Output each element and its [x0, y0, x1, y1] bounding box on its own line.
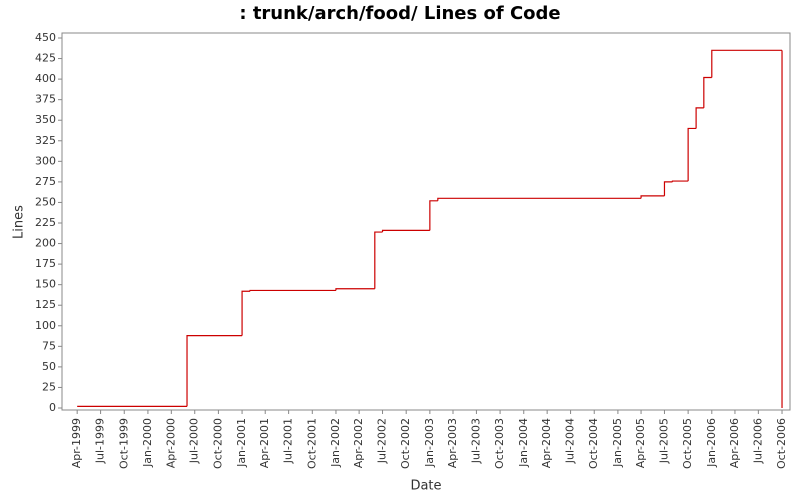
- y-axis-label: Lines: [12, 205, 27, 239]
- step-segment: [241, 290, 251, 336]
- x-tick-label: Oct-2003: [493, 418, 506, 469]
- y-tick-label: 200: [35, 237, 56, 250]
- step-segment: [703, 76, 712, 108]
- y-tick-label: 25: [42, 380, 56, 393]
- x-tick-label: Oct-2004: [587, 418, 600, 469]
- x-tick-label: Apr-2002: [352, 418, 365, 468]
- step-segment: [437, 197, 642, 201]
- x-tick-label: Oct-2002: [399, 418, 412, 469]
- x-tick-label: Jul-2003: [469, 418, 482, 464]
- y-tick-label: 450: [35, 31, 56, 44]
- step-segment: [381, 229, 430, 233]
- x-tick-label: Jan-2006: [705, 418, 718, 468]
- x-tick-label: Jan-2003: [423, 418, 436, 468]
- y-tick-label: 350: [35, 113, 56, 126]
- x-tick-label: Oct-2001: [305, 418, 318, 469]
- x-tick-label: Jul-2000: [188, 418, 201, 464]
- step-segment: [186, 335, 243, 407]
- y-tick-label: 75: [42, 339, 56, 352]
- x-tick-label: Jul-2002: [376, 418, 389, 464]
- x-tick-label: Jan-2004: [517, 418, 530, 468]
- step-segment: [640, 195, 665, 199]
- y-tick-label: 0: [49, 401, 56, 414]
- x-tick-label: Jul-2001: [282, 418, 295, 464]
- step-segment: [671, 180, 689, 182]
- y-tick-label: 400: [35, 72, 56, 85]
- x-tick-label: Jan-2001: [235, 418, 248, 468]
- x-tick-label: Jan-2000: [141, 418, 154, 468]
- y-tick-label: 425: [35, 52, 56, 65]
- x-tick-label: Jul-2005: [657, 418, 670, 464]
- x-axis-label: Date: [410, 479, 441, 494]
- step-segment: [687, 127, 697, 182]
- x-tick-label: Apr-2006: [728, 418, 741, 468]
- step-segment: [249, 289, 336, 292]
- step-segment: [663, 181, 673, 196]
- y-tick-label: 150: [35, 278, 56, 291]
- x-tick-label: Oct-2006: [775, 418, 788, 469]
- y-tick-label: 325: [35, 134, 56, 147]
- x-tick-label: Jan-2002: [329, 418, 342, 468]
- x-tick-label: Apr-2004: [540, 418, 553, 468]
- x-tick-label: Apr-2001: [258, 418, 271, 468]
- x-tick-label: Oct-1999: [117, 418, 130, 469]
- x-tick-label: Apr-1999: [70, 418, 83, 468]
- y-tick-label: 300: [35, 154, 56, 167]
- x-tick-label: Apr-2000: [164, 418, 177, 468]
- x-tick-label: Jul-1999: [94, 418, 107, 464]
- x-tick-label: Jul-2006: [751, 418, 764, 464]
- step-segment: [695, 107, 704, 129]
- step-segment: [429, 200, 438, 231]
- step-segment: [711, 49, 783, 78]
- y-tick-label: 275: [35, 175, 56, 188]
- x-tick-label: Oct-2000: [211, 418, 224, 469]
- chart-title: : trunk/arch/food/ Lines of Code: [239, 3, 560, 24]
- y-tick-label: 250: [35, 195, 56, 208]
- y-tick-label: 125: [35, 298, 56, 311]
- x-tick-label: Jul-2004: [564, 418, 577, 464]
- y-tick-label: 175: [35, 257, 56, 270]
- step-segment: [335, 288, 375, 291]
- step-segment: [374, 231, 383, 289]
- y-tick-label: 50: [42, 360, 56, 373]
- y-tick-label: 375: [35, 93, 56, 106]
- y-tick-label: 225: [35, 216, 56, 229]
- x-tick-label: Apr-2003: [446, 418, 459, 468]
- y-tick-label: 100: [35, 319, 56, 332]
- x-tick-label: Oct-2005: [681, 418, 694, 469]
- x-tick-label: Jan-2005: [611, 418, 624, 468]
- plot-area: [61, 32, 791, 411]
- x-tick-label: Apr-2005: [634, 418, 647, 468]
